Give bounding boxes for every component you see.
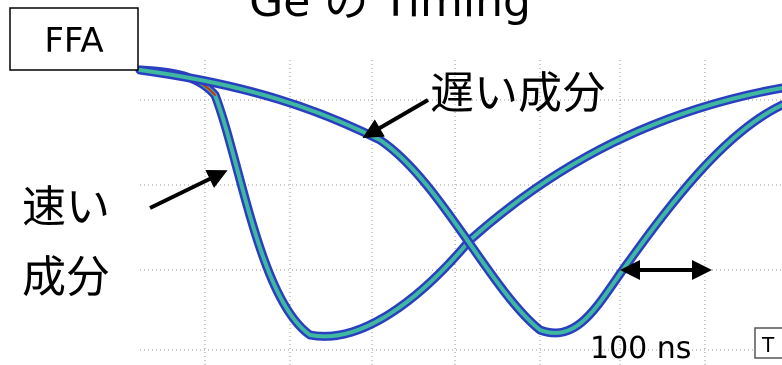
fast-label-1: 速い bbox=[22, 182, 110, 233]
corner-text: T bbox=[761, 333, 775, 357]
fast-arrow bbox=[150, 172, 224, 208]
title: Ge の Timing bbox=[249, 0, 531, 27]
label-box-text: FFA bbox=[44, 21, 103, 61]
slow-label: 遅い成分 bbox=[430, 68, 606, 119]
slide: Ge の Timing FFA 遅い成分 速い 成分 100 ns T bbox=[0, 0, 782, 365]
fast-label-2: 成分 bbox=[22, 252, 110, 303]
scale-label: 100 ns bbox=[590, 331, 691, 365]
slow-arrow bbox=[366, 100, 428, 136]
